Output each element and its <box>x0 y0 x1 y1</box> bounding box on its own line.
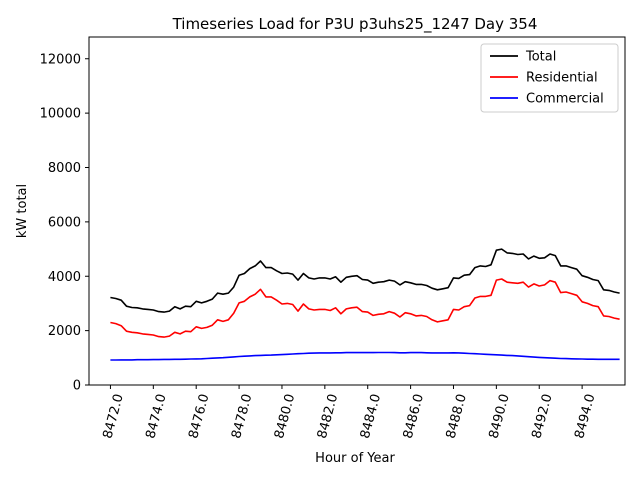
y-axis-label: kW total <box>15 184 30 238</box>
x-axis-label: Hour of Year <box>315 451 395 466</box>
y-tick-label: 4000 <box>48 270 81 285</box>
legend-label-residential: Residential <box>526 71 598 86</box>
y-tick-label: 8000 <box>48 161 81 176</box>
y-axis: 0 2000 4000 6000 8000 10000 12000 <box>40 52 89 394</box>
y-tick-label: 0 <box>73 379 81 394</box>
y-tick-label: 6000 <box>48 215 81 230</box>
y-tick-label: 2000 <box>48 324 81 339</box>
legend-box <box>480 43 619 113</box>
series-line-commercial <box>110 351 620 361</box>
series-line-residential <box>110 278 620 338</box>
legend: Total Residential Commercial <box>480 43 619 113</box>
chart-title: Timeseries Load for P3U p3uhs25_1247 Day… <box>172 15 538 34</box>
y-tick-label: 10000 <box>40 107 81 122</box>
series-layer <box>110 248 620 361</box>
series-line-total <box>110 248 620 313</box>
plot-frame <box>88 36 626 386</box>
y-tick-label: 12000 <box>40 52 81 67</box>
legend-label-total: Total <box>525 50 556 65</box>
plot-area <box>88 36 626 386</box>
legend-label-commercial: Commercial <box>526 92 604 107</box>
